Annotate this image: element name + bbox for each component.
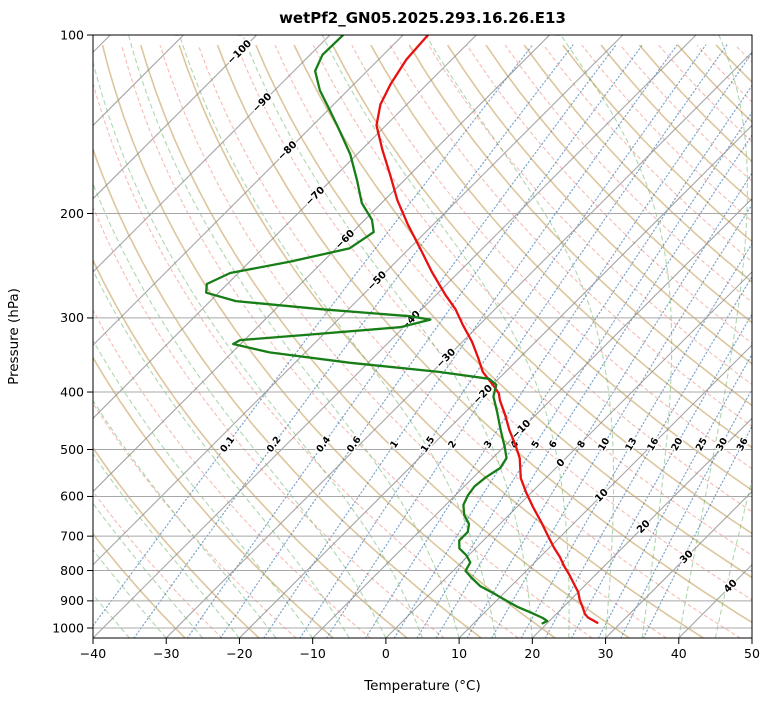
svg-text:0.4: 0.4	[314, 434, 333, 454]
svg-text:0.1: 0.1	[218, 435, 237, 455]
svg-text:1: 1	[388, 439, 401, 451]
temperature-curve	[375, 35, 599, 624]
x-tick-label: 30	[598, 646, 614, 661]
isotherms-layer	[93, 35, 752, 638]
x-tick-label: −40	[80, 646, 106, 661]
x-tick-label: 0	[382, 646, 390, 661]
svg-text:2: 2	[446, 439, 459, 451]
y-tick-label: 200	[60, 206, 84, 221]
x-tick-label: 40	[671, 646, 687, 661]
dewpoint-curve	[205, 35, 549, 625]
x-tick-label: −20	[226, 646, 252, 661]
svg-text:8: 8	[575, 439, 588, 451]
y-tick-label: 800	[60, 563, 84, 578]
svg-text:1.5: 1.5	[419, 435, 438, 455]
chart-title: wetPf2_GN05.2025.293.16.26.E13	[279, 9, 566, 27]
sounding-curves-layer	[205, 35, 599, 625]
y-tick-label: 300	[60, 310, 84, 325]
y-tick-label: 900	[60, 593, 84, 608]
y-axis-label: Pressure (hPa)	[6, 288, 22, 385]
y-tick-label: 500	[60, 442, 84, 457]
axes-layer: −40 −30 −20 −10 0 10 20 30 40 5010020030040050060…	[52, 27, 760, 661]
x-tick-label: −30	[153, 646, 179, 661]
svg-text:6: 6	[547, 439, 560, 451]
x-axis-label: Temperature (°C)	[363, 678, 481, 694]
x-tick-label: 20	[524, 646, 540, 661]
x-tick-label: 10	[451, 646, 467, 661]
y-tick-label: 700	[60, 528, 84, 543]
y-tick-label: 1000	[52, 620, 84, 635]
pressure-grid-layer	[93, 35, 752, 629]
mixing-ratio-layer	[93, 44, 752, 638]
y-tick-label: 600	[60, 489, 84, 504]
mixing-ratio-labels-layer: 0.1 0.2 0.4 0.6 1 1.5 2 3 4 5 6 8 10 13 16 20 25 30 36	[217, 433, 752, 456]
plot-area: −100−90−80−70−60−50−40−30−20−10010203040…	[93, 35, 752, 638]
x-tick-label: 50	[744, 646, 760, 661]
svg-text:0.6: 0.6	[345, 434, 364, 454]
svg-text:36: 36	[735, 436, 751, 453]
y-tick-label: 400	[60, 384, 84, 399]
svg-text:20: 20	[669, 436, 685, 453]
moist-adiabats-layer	[93, 35, 752, 638]
svg-text:0.2: 0.2	[265, 435, 284, 455]
svg-text:10: 10	[596, 436, 612, 453]
svg-text:5: 5	[530, 439, 543, 450]
x-tick-label: −10	[299, 646, 325, 661]
dry-adiabats-minor-layer	[93, 44, 752, 638]
y-tick-label: 100	[60, 27, 84, 42]
